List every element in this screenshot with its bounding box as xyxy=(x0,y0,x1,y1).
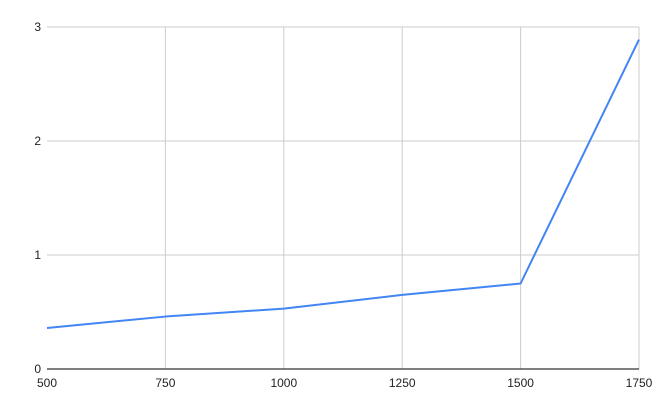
series-line xyxy=(46,39,640,329)
y-tick-label: 2 xyxy=(34,134,41,148)
x-tick-label: 1750 xyxy=(626,376,653,390)
series-group xyxy=(46,39,640,329)
x-tick-label: 750 xyxy=(155,376,175,390)
x-tick-label: 500 xyxy=(37,376,57,390)
x-tick-label: 1250 xyxy=(389,376,416,390)
y-tick-label: 0 xyxy=(34,362,41,376)
y-axis-tick-labels: 0 1 2 3 xyxy=(34,20,41,376)
y-tick-label: 1 xyxy=(34,248,41,262)
x-tick-label: 1500 xyxy=(507,376,534,390)
x-axis-tick-labels: 500 750 1000 1250 1500 1750 xyxy=(37,376,653,390)
x-tick-label: 1000 xyxy=(270,376,297,390)
y-tick-label: 3 xyxy=(34,20,41,34)
gridlines xyxy=(47,26,640,369)
